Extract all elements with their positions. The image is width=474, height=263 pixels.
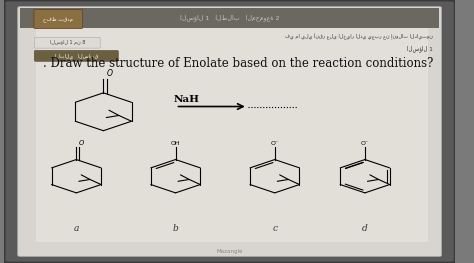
Bar [36, 21, 428, 242]
FancyBboxPatch shape [35, 37, 100, 48]
Text: O: O [107, 69, 112, 78]
FancyBboxPatch shape [34, 9, 82, 29]
Text: السؤال 1   الطلاب   المجموعة 2: السؤال 1 الطلاب المجموعة 2 [180, 14, 279, 21]
FancyBboxPatch shape [18, 7, 442, 256]
Text: c: c [272, 224, 277, 233]
Text: NaH: NaH [174, 95, 200, 104]
FancyBboxPatch shape [4, 0, 455, 263]
Text: O: O [79, 140, 84, 146]
Bar [20, 8, 439, 28]
Text: حفظ تقدم: حفظ تقدم [43, 16, 73, 22]
Text: O⁻: O⁻ [361, 141, 369, 146]
FancyBboxPatch shape [35, 50, 118, 61]
Text: Mazangle: Mazangle [217, 249, 243, 254]
Text: التالي   السابق: التالي السابق [55, 53, 98, 59]
Text: في ما يلي أنقر على الخيار الذي يعبر عن إنولات الكيتون: في ما يلي أنقر على الخيار الذي يعبر عن إ… [285, 34, 433, 40]
Text: السؤال 1: السؤال 1 [407, 45, 433, 52]
Text: . Draw the structure of Enolate based on the reaction conditions?: . Draw the structure of Enolate based on… [44, 57, 434, 70]
Text: OH: OH [171, 141, 180, 146]
Text: السؤال 1 من 8: السؤال 1 من 8 [50, 40, 85, 45]
Text: O⁻: O⁻ [271, 141, 279, 146]
Text: b: b [173, 224, 178, 233]
Text: a: a [73, 224, 79, 233]
Text: d: d [362, 224, 368, 233]
